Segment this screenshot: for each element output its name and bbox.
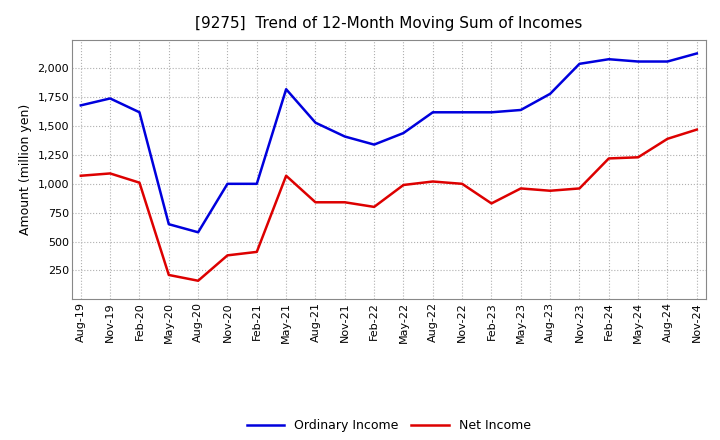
Net Income	[106, 171, 114, 176]
Net Income	[575, 186, 584, 191]
Net Income	[634, 154, 642, 160]
Ordinary Income	[428, 110, 437, 115]
Net Income	[76, 173, 85, 178]
Net Income	[663, 136, 672, 142]
Ordinary Income	[663, 59, 672, 64]
Net Income	[164, 272, 173, 278]
Net Income	[605, 156, 613, 161]
Ordinary Income	[106, 96, 114, 101]
Legend: Ordinary Income, Net Income: Ordinary Income, Net Income	[242, 414, 536, 437]
Net Income	[194, 278, 202, 283]
Ordinary Income	[223, 181, 232, 187]
Line: Net Income: Net Income	[81, 130, 697, 281]
Ordinary Income	[399, 130, 408, 136]
Net Income	[311, 200, 320, 205]
Net Income	[487, 201, 496, 206]
Ordinary Income	[458, 110, 467, 115]
Net Income	[223, 253, 232, 258]
Ordinary Income	[516, 107, 525, 113]
Ordinary Income	[546, 91, 554, 96]
Net Income	[370, 204, 379, 209]
Net Income	[693, 127, 701, 132]
Ordinary Income	[370, 142, 379, 147]
Ordinary Income	[253, 181, 261, 187]
Ordinary Income	[341, 134, 349, 139]
Net Income	[399, 182, 408, 187]
Net Income	[546, 188, 554, 194]
Net Income	[341, 200, 349, 205]
Y-axis label: Amount (million yen): Amount (million yen)	[19, 104, 32, 235]
Title: [9275]  Trend of 12-Month Moving Sum of Incomes: [9275] Trend of 12-Month Moving Sum of I…	[195, 16, 582, 32]
Ordinary Income	[487, 110, 496, 115]
Ordinary Income	[135, 110, 144, 115]
Line: Ordinary Income: Ordinary Income	[81, 53, 697, 232]
Net Income	[135, 180, 144, 185]
Ordinary Income	[605, 57, 613, 62]
Ordinary Income	[575, 61, 584, 66]
Ordinary Income	[634, 59, 642, 64]
Net Income	[428, 179, 437, 184]
Ordinary Income	[194, 230, 202, 235]
Ordinary Income	[693, 51, 701, 56]
Ordinary Income	[164, 222, 173, 227]
Net Income	[282, 173, 290, 178]
Ordinary Income	[311, 120, 320, 125]
Net Income	[516, 186, 525, 191]
Net Income	[458, 181, 467, 187]
Ordinary Income	[282, 87, 290, 92]
Ordinary Income	[76, 103, 85, 108]
Net Income	[253, 249, 261, 254]
